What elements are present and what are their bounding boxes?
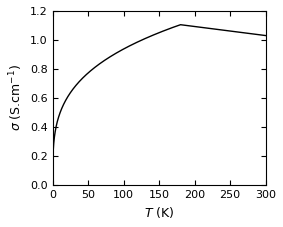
X-axis label: $T$ (K): $T$ (K) [144, 205, 174, 220]
Y-axis label: $\sigma$ (S.cm$^{-1}$): $\sigma$ (S.cm$^{-1}$) [7, 64, 25, 131]
